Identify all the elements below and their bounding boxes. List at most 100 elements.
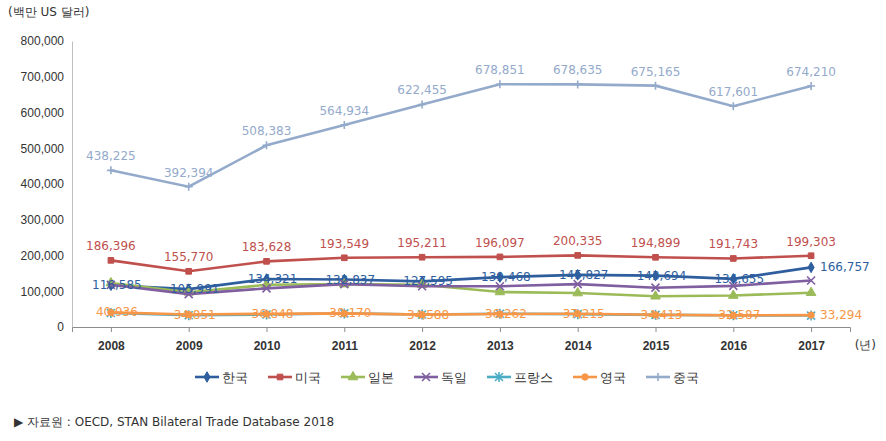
legend: 한국 미국 일본 독일 프랑스 영국 중국	[195, 370, 699, 385]
x-tick-mark	[344, 327, 345, 332]
x-tick: 2009	[176, 327, 203, 353]
legend-item: 미국	[268, 370, 321, 385]
data-label: 678,635	[553, 63, 603, 77]
data-label: 38,170	[329, 306, 371, 320]
data-label: 199,303	[786, 235, 836, 249]
data-label: 33,294	[820, 308, 862, 322]
data-label: 116,585	[92, 278, 142, 292]
y-axis-title: (백만 US 달러)	[8, 5, 89, 19]
legend-label: 미국	[295, 370, 321, 385]
x-tick-mark	[422, 327, 423, 332]
x-axis: 2008200920102011201220132014201520162017	[73, 327, 851, 353]
series-line	[111, 84, 811, 186]
data-label: 143,694	[637, 269, 687, 283]
y-tick-label: 200,000	[21, 249, 65, 263]
x-tick: 2014	[565, 327, 592, 353]
x-tick-mark	[733, 327, 734, 332]
legend-marker	[277, 374, 283, 380]
y-tick-label: 400,000	[21, 177, 65, 191]
x-tick-label: 2015	[643, 339, 670, 353]
x-tick-mark	[267, 327, 268, 332]
legend-item: 중국	[646, 370, 699, 385]
series-marker	[728, 290, 738, 298]
y-tick-label: 500,000	[21, 142, 65, 156]
chart: 0100,000200,000300,000400,000500,000600,…	[0, 0, 886, 441]
data-label: 183,628	[242, 240, 292, 254]
legend-marker	[495, 372, 503, 382]
series-marker	[496, 80, 504, 88]
x-tick: 2016	[720, 327, 747, 353]
legend-label: 프랑스	[514, 370, 553, 385]
legend-label: 일본	[368, 370, 394, 385]
series-marker	[497, 254, 503, 260]
x-tick: 2008	[98, 327, 125, 353]
legend-marker	[654, 373, 662, 381]
legend-label: 영국	[600, 370, 626, 385]
data-label: 674,210	[786, 65, 836, 79]
legend-label: 독일	[441, 370, 467, 385]
legend-marker	[348, 371, 358, 379]
x-tick-label: 2014	[565, 339, 592, 353]
series-marker	[340, 121, 348, 129]
legend-label: 중국	[673, 370, 699, 385]
data-labels: 116,585105,991134,321132,837127,595139,4…	[86, 63, 870, 322]
series-marker	[419, 254, 425, 260]
series-marker	[574, 80, 582, 88]
series-marker	[729, 102, 737, 110]
data-label: 134,655	[714, 272, 764, 286]
data-label: 139,468	[481, 270, 531, 284]
series-marker	[807, 277, 815, 285]
legend-item: 영국	[573, 370, 626, 385]
y-tick: 0	[57, 320, 72, 334]
y-tick: 700,000	[21, 70, 72, 84]
series-line	[111, 255, 811, 271]
data-label: 196,097	[475, 236, 525, 250]
data-label: 155,770	[164, 250, 214, 264]
legend-label: 한국	[222, 370, 248, 385]
data-label: 191,743	[708, 237, 758, 251]
data-label: 40,936	[96, 305, 138, 319]
data-label: 194,899	[631, 236, 681, 250]
legend-item: 일본	[341, 370, 394, 385]
x-tick: 2011	[332, 327, 358, 353]
x-tick: 2013	[487, 327, 514, 353]
series-marker	[418, 100, 426, 108]
x-tick-label: 2012	[409, 339, 436, 353]
data-label: 508,383	[242, 124, 292, 138]
series-marker	[806, 287, 816, 295]
data-label: 132,837	[325, 273, 375, 287]
source-note: ▶ 자료원 : OECD, STAN Bilateral Trade Datab…	[14, 415, 334, 429]
series-marker	[573, 287, 583, 295]
x-tick: 2017	[798, 327, 825, 353]
series-marker	[652, 284, 660, 292]
x-axis-title: (년)	[855, 338, 876, 352]
y-tick: 100,000	[21, 285, 72, 299]
y-tick-label: 0	[57, 320, 64, 334]
data-label: 564,934	[319, 104, 369, 118]
y-tick-label: 600,000	[21, 106, 65, 120]
x-tick-mark	[656, 327, 657, 332]
data-label: 134,321	[248, 272, 298, 286]
y-tick: 800,000	[21, 34, 72, 48]
x-tick-mark	[111, 327, 112, 332]
x-tick-label: 2016	[720, 339, 747, 353]
series-marker	[107, 166, 115, 174]
data-label: 200,335	[553, 234, 603, 248]
x-tick: 2015	[643, 327, 670, 353]
series-marker	[264, 259, 270, 265]
y-axis-line	[72, 42, 73, 328]
series-marker	[652, 82, 660, 90]
legend-marker	[422, 373, 430, 381]
series-marker	[807, 311, 815, 321]
data-label: 392,394	[164, 166, 214, 180]
y-axis: 0100,000200,000300,000400,000500,000600,…	[21, 34, 73, 334]
series-marker	[808, 312, 814, 318]
legend-item: 한국	[195, 370, 248, 385]
series-marker	[807, 82, 815, 90]
y-tick: 500,000	[21, 142, 72, 156]
data-label: 675,165	[631, 65, 681, 79]
series-line	[111, 313, 811, 316]
y-tick: 600,000	[21, 106, 72, 120]
y-tick: 400,000	[21, 177, 72, 191]
x-tick-label: 2017	[798, 339, 825, 353]
